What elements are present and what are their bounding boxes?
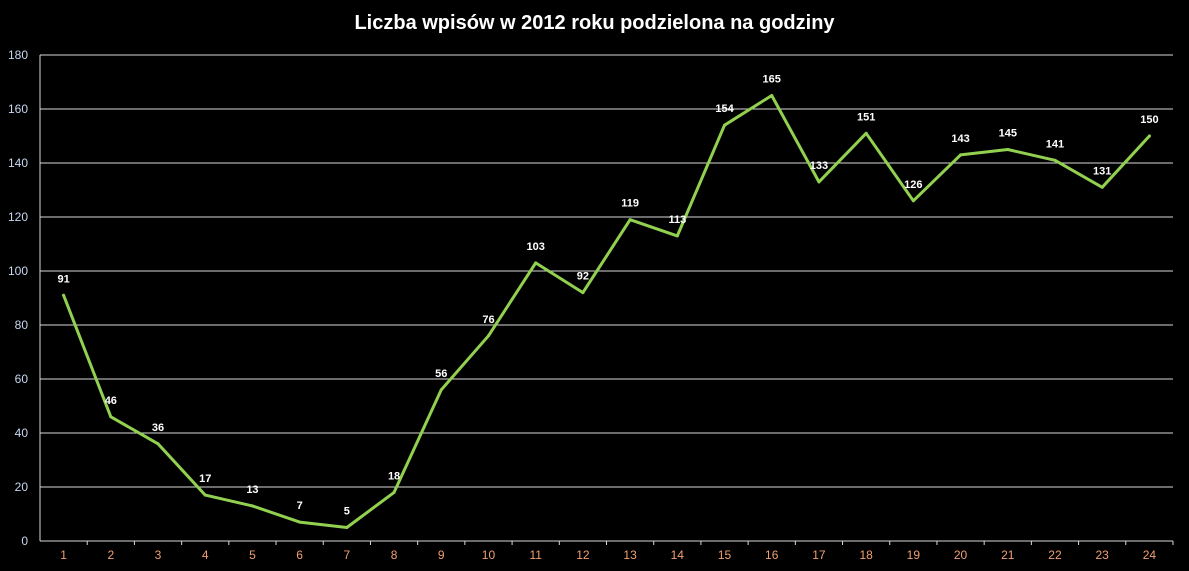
data-point: [345, 526, 349, 529]
data-label: 143: [951, 133, 969, 145]
y-tick-label: 80: [15, 318, 29, 332]
data-label: 126: [904, 179, 922, 191]
data-point: [911, 199, 915, 203]
x-tick-label: 5: [249, 548, 256, 562]
data-point: [203, 493, 207, 497]
data-label: 76: [482, 314, 494, 326]
x-tick-label: 3: [155, 548, 162, 562]
x-tick-label: 18: [859, 548, 873, 562]
data-label: 119: [621, 198, 639, 210]
data-label: 17: [199, 473, 211, 485]
series-line: [62, 94, 1151, 529]
data-point: [817, 180, 821, 184]
x-tick-label: 15: [718, 548, 732, 562]
x-tick-label: 2: [107, 548, 114, 562]
data-label: 36: [152, 422, 164, 434]
data-point: [250, 504, 254, 508]
data-point: [62, 293, 66, 297]
x-tick-label: 16: [765, 548, 779, 562]
y-tick-label: 160: [8, 102, 28, 116]
data-point: [156, 442, 160, 446]
data-point: [1100, 185, 1104, 189]
y-tick-label: 180: [8, 48, 28, 62]
data-label: 7: [297, 500, 303, 512]
data-label: 46: [105, 395, 117, 407]
x-tick-label: 22: [1048, 548, 1062, 562]
data-label: 131: [1093, 165, 1111, 177]
data-label: 154: [715, 103, 734, 115]
data-point: [439, 388, 443, 392]
data-label: 141: [1046, 138, 1064, 150]
data-label: 145: [999, 128, 1017, 140]
data-point: [1147, 134, 1151, 138]
data-point: [864, 131, 868, 135]
data-label: 13: [246, 484, 258, 496]
data-label: 92: [577, 271, 589, 283]
data-label: 165: [763, 74, 781, 86]
x-tick-label: 10: [482, 548, 496, 562]
data-point: [534, 261, 538, 265]
data-label: 151: [857, 111, 875, 123]
data-point: [675, 234, 679, 238]
x-tick-label: 13: [623, 548, 637, 562]
data-label: 91: [57, 273, 69, 285]
data-label: 113: [668, 214, 686, 226]
y-tick-label: 120: [8, 210, 28, 224]
x-tick-label: 24: [1143, 548, 1157, 562]
data-label: 103: [527, 241, 545, 253]
x-tick-label: 17: [812, 548, 826, 562]
data-point: [1053, 158, 1057, 162]
y-tick-label: 40: [15, 426, 29, 440]
data-point: [581, 291, 585, 295]
x-tick-label: 23: [1096, 548, 1110, 562]
y-tick-label: 100: [8, 264, 28, 278]
x-tick-label: 20: [954, 548, 968, 562]
x-tick-label: 11: [529, 548, 542, 562]
data-point: [1006, 148, 1010, 151]
data-point: [959, 153, 963, 157]
data-point: [770, 94, 774, 97]
y-tick-label: 140: [8, 156, 28, 170]
x-tick-label: 14: [671, 548, 685, 562]
x-tick-label: 12: [576, 548, 590, 562]
data-point: [298, 520, 302, 524]
data-point: [723, 123, 727, 127]
y-tick-label: 20: [15, 480, 29, 494]
x-tick-label: 19: [907, 548, 921, 562]
chart-title: Liczba wpisów w 2012 roku podzielona na …: [354, 12, 835, 34]
data-label: 5: [344, 506, 350, 518]
x-tick-label: 9: [438, 548, 445, 562]
data-point: [109, 415, 113, 419]
data-label: 56: [435, 368, 447, 380]
y-tick-label: 0: [21, 534, 28, 548]
data-label: 150: [1140, 114, 1158, 126]
data-point: [628, 218, 632, 222]
data-point: [392, 490, 396, 494]
y-tick-label: 60: [15, 372, 29, 386]
data-point: [486, 334, 490, 338]
data-label: 133: [810, 160, 828, 172]
x-tick-label: 8: [391, 548, 398, 562]
x-tick-label: 6: [296, 548, 303, 562]
x-tick-label: 21: [1001, 548, 1015, 562]
x-tick-label: 4: [202, 548, 209, 562]
data-label: 18: [388, 470, 400, 482]
x-tick-label: 7: [344, 548, 351, 562]
x-tick-label: 1: [60, 548, 67, 562]
